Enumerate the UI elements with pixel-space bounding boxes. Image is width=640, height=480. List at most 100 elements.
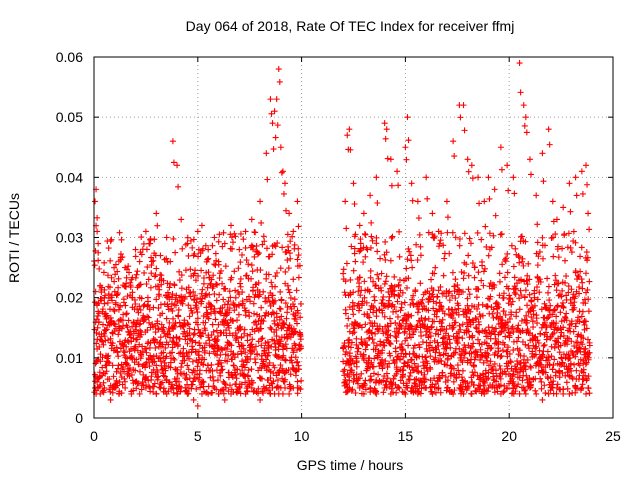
data-point (472, 348, 479, 355)
data-point (192, 277, 199, 284)
data-point (414, 256, 421, 263)
data-point (555, 254, 562, 261)
data-point (389, 233, 396, 240)
data-point (456, 334, 463, 341)
data-point (155, 325, 162, 332)
data-point (166, 328, 173, 335)
data-point (498, 230, 505, 237)
data-point (382, 135, 389, 142)
data-point (575, 344, 582, 351)
data-point (277, 338, 284, 345)
data-point (254, 350, 261, 357)
data-point (444, 229, 451, 236)
data-point (284, 282, 291, 289)
data-point (395, 384, 402, 391)
data-point (219, 280, 226, 287)
data-point (298, 377, 305, 384)
data-point (143, 280, 150, 287)
data-point (115, 331, 122, 338)
data-point (115, 390, 122, 397)
data-point (427, 333, 434, 340)
data-point (523, 317, 530, 324)
data-point (399, 347, 406, 354)
data-point (194, 402, 201, 409)
data-point (566, 180, 573, 187)
data-point (485, 375, 492, 382)
data-point (545, 390, 552, 397)
data-point (153, 362, 160, 369)
data-point (174, 375, 181, 382)
data-point (208, 331, 215, 338)
data-point (107, 257, 114, 264)
data-point (182, 267, 189, 274)
data-points (91, 60, 593, 409)
data-point (459, 321, 466, 328)
data-point (372, 389, 379, 396)
data-point (157, 301, 164, 308)
data-point (341, 372, 348, 379)
data-point (552, 272, 559, 279)
data-point (551, 356, 558, 363)
data-point (535, 340, 542, 347)
data-point (533, 343, 540, 350)
data-point (125, 317, 132, 324)
data-point (565, 283, 572, 290)
data-point (396, 253, 403, 260)
data-point (462, 349, 469, 356)
data-point (553, 313, 560, 320)
data-point (431, 375, 438, 382)
data-point (510, 347, 517, 354)
data-point (225, 298, 232, 305)
data-point (272, 273, 279, 280)
data-point (401, 299, 408, 306)
data-point (506, 296, 513, 303)
data-point (471, 356, 478, 363)
data-point (577, 253, 584, 260)
data-point (517, 89, 524, 96)
data-point (564, 385, 571, 392)
data-point (388, 385, 395, 392)
data-point (459, 335, 466, 342)
data-point (351, 325, 358, 332)
data-point (145, 276, 152, 283)
data-point (516, 254, 523, 261)
data-point (522, 114, 529, 121)
data-point (206, 350, 213, 357)
data-point (437, 389, 444, 396)
data-point (98, 295, 105, 302)
data-point (285, 286, 292, 293)
data-point (560, 324, 567, 331)
data-point (294, 358, 301, 365)
data-point (191, 270, 198, 277)
data-point (214, 333, 221, 340)
y-axis-label: ROTI / TECUs (6, 193, 22, 283)
data-point (557, 342, 564, 349)
data-point (185, 302, 192, 309)
data-point (510, 174, 517, 181)
data-point (248, 275, 255, 282)
data-point (138, 353, 145, 360)
data-point (209, 373, 216, 380)
data-point (132, 343, 139, 350)
data-point (138, 234, 145, 241)
data-point (540, 178, 547, 185)
data-point (119, 317, 126, 324)
data-point (414, 322, 421, 329)
data-point (270, 146, 277, 153)
data-point (228, 390, 235, 397)
data-point (357, 292, 364, 299)
y-tick-label: 0 (75, 410, 83, 426)
data-point (547, 302, 554, 309)
data-point (170, 315, 177, 322)
data-point (405, 342, 412, 349)
data-point (467, 345, 474, 352)
data-point (475, 328, 482, 335)
data-point (494, 301, 501, 308)
data-point (213, 327, 220, 334)
data-point (230, 239, 236, 246)
data-point (358, 324, 365, 331)
data-point (475, 174, 482, 181)
data-point (513, 313, 520, 320)
data-point (106, 375, 113, 382)
data-point (248, 216, 255, 223)
